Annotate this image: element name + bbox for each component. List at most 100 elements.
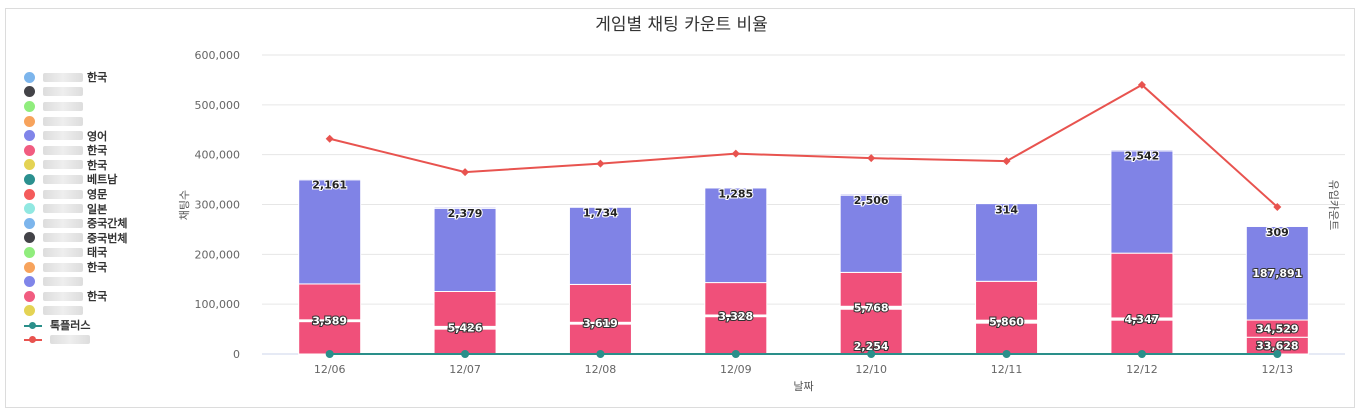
line-point [731,149,740,158]
legend-item[interactable]: 중국간체 [24,216,174,231]
legend-marker [24,86,35,98]
x-axis-label: 날짜 [793,380,813,393]
legend-item[interactable]: 일본 [24,201,174,216]
legend-item[interactable]: 영어 [24,128,174,143]
data-label: 309 [1266,226,1289,239]
x-tick-label: 12/07 [449,363,481,376]
y2-axis-label: 유입카운트 [1327,180,1340,231]
line-point [1273,350,1282,358]
bar-segment [704,187,768,284]
bar-segment [1110,319,1174,355]
legend-item[interactable] [24,333,174,348]
data-label: 33,628 [1256,340,1298,353]
data-label: 2,542 [1125,150,1160,163]
legend-label: 영문 [87,188,108,202]
y-tick-label: 600,000 [195,49,241,62]
bar-segment [433,290,497,327]
legend-label: 일본 [87,202,108,216]
legend-redacted-name [43,174,83,184]
legend-item[interactable]: 톡플러스 [24,318,174,333]
y-tick-label: 0 [233,348,240,361]
bar-segment [975,280,1039,321]
legend-marker [24,100,35,112]
legend-marker [24,159,35,171]
legend-redacted-name [43,116,83,126]
data-label: 1,734 [583,206,618,219]
legend-item[interactable]: 중국번체 [24,231,174,246]
x-tick-label: 12/06 [314,363,346,376]
legend-marker [24,203,35,215]
legend-redacted-name [43,101,83,111]
bar-segment [839,271,903,307]
legend-item[interactable] [24,99,174,114]
legend-label: 톡플러스 [50,319,91,333]
legend-marker [24,261,35,273]
legend-item[interactable]: 한국 [24,289,174,304]
legend-item[interactable] [24,274,174,289]
legend-label: 한국 [87,158,108,172]
line-point [731,350,740,358]
data-label: 2,254 [854,340,889,353]
legend-redacted-name [43,160,83,170]
data-label: 3,589 [312,315,347,328]
line-point [867,154,876,163]
legend-redacted-name [43,247,83,257]
legend-label: 중국번체 [87,231,128,245]
data-label: 5,768 [854,302,889,315]
y-tick-label: 500,000 [195,99,241,112]
bar-segment [975,203,1039,282]
legend-item[interactable]: 한국 [24,70,174,85]
bar-segment [568,206,632,285]
data-label: 4,347 [1125,313,1160,326]
series-line [329,83,1278,208]
line-point [461,350,470,358]
chart-title: 게임별 채팅 카운트 비율 [595,15,768,35]
bar-segment [1110,252,1174,319]
bar-segment [1110,149,1174,152]
legend-marker [24,305,35,317]
data-label: 5,426 [448,322,483,335]
bar-segment [298,321,362,355]
legend-redacted-name [43,145,83,155]
bar-segment [568,283,632,323]
legend-item[interactable] [24,85,174,100]
x-tick-label: 12/10 [855,363,887,376]
legend-item[interactable]: 한국 [24,143,174,158]
legend-item[interactable]: 한국 [24,260,174,275]
bar-segment [433,328,497,355]
line-point [596,159,605,168]
data-label: 1,285 [718,187,753,200]
legend-item[interactable]: 영문 [24,187,174,202]
line-point [325,134,334,143]
legend-redacted-name [43,277,83,287]
data-label: 2,161 [312,179,347,192]
legend-label: 한국 [87,71,108,85]
legend-redacted-name [43,218,83,228]
line-point [867,350,876,358]
bar-segment [298,283,362,321]
legend-item[interactable]: 태국 [24,245,174,260]
legend-label: 한국 [87,290,108,304]
y-tick-label: 200,000 [195,248,241,261]
x-tick-label: 12/13 [1261,363,1293,376]
legend-item[interactable]: 베트남 [24,172,174,187]
line-point [461,168,470,177]
legend-label: 한국 [87,144,108,158]
data-label: 187,891 [1252,267,1302,280]
x-tick-label: 12/08 [585,363,617,376]
legend-redacted-name [43,189,83,199]
data-label: 3,328 [718,310,753,323]
legend-redacted-name [50,335,90,345]
legend-marker [24,173,35,185]
legend-item[interactable] [24,114,174,129]
data-label: 34,529 [1256,323,1298,336]
legend-item[interactable] [24,304,174,319]
legend-redacted-name [43,306,83,316]
bar-segment [704,316,768,355]
legend-item[interactable]: 한국 [24,158,174,173]
legend-redacted-name [43,204,83,214]
legend-label: 중국간체 [87,217,128,231]
legend-marker [24,290,35,302]
line-point [1273,202,1282,211]
